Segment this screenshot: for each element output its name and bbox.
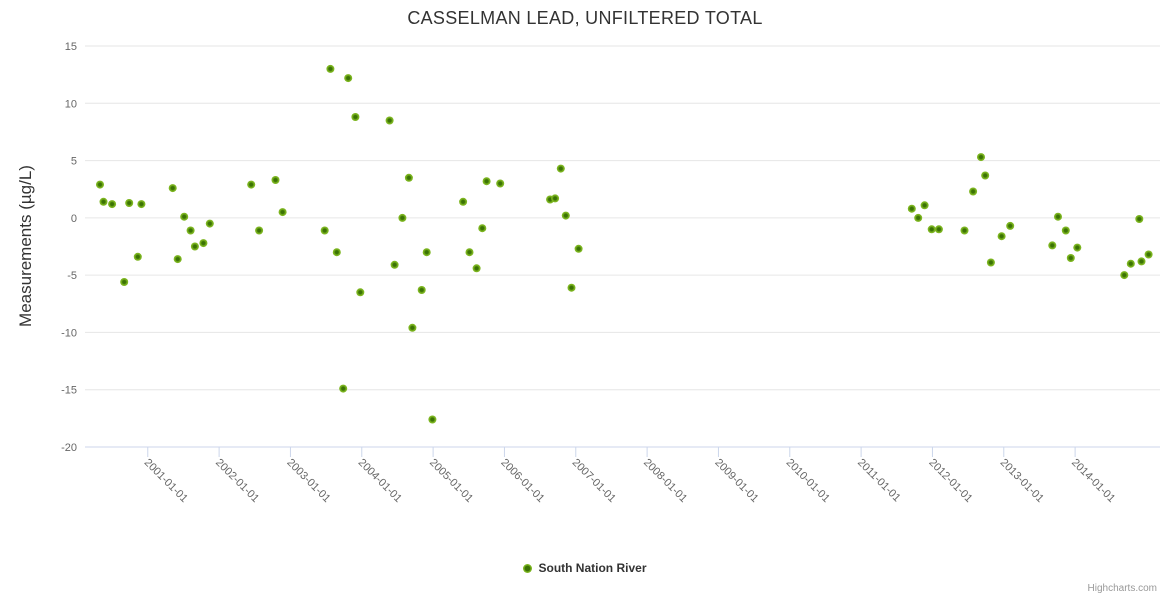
legend-item[interactable]: South Nation River [0, 561, 1170, 575]
data-point[interactable] [356, 288, 365, 297]
data-point[interactable] [173, 255, 182, 264]
data-point[interactable] [1048, 241, 1057, 250]
data-point[interactable] [465, 248, 474, 257]
x-axis-tick-label: 2011-01-01 [855, 457, 903, 505]
data-point[interactable] [567, 283, 576, 292]
x-axis-tick-label: 2002-01-01 [213, 457, 261, 505]
data-point[interactable] [1144, 250, 1153, 259]
x-axis-tick-label: 2005-01-01 [427, 457, 475, 505]
data-point[interactable] [997, 232, 1006, 241]
data-point[interactable] [417, 286, 426, 294]
data-point[interactable] [1126, 259, 1135, 268]
data-point[interactable] [981, 171, 990, 180]
data-point[interactable] [326, 64, 335, 73]
data-point[interactable] [339, 384, 348, 393]
data-point[interactable] [1137, 257, 1146, 266]
x-axis-tick-label: 2001-01-01 [142, 457, 190, 505]
data-point[interactable] [398, 213, 407, 222]
data-point[interactable] [907, 204, 916, 213]
data-point[interactable] [344, 74, 353, 83]
data-point[interactable] [278, 208, 287, 217]
data-point[interactable] [556, 164, 565, 173]
data-point[interactable] [332, 248, 341, 257]
y-axis-tick-label: -5 [67, 270, 77, 282]
data-point[interactable] [969, 187, 978, 196]
data-point[interactable] [271, 176, 280, 184]
chart-title: CASSELMAN LEAD, UNFILTERED TOTAL [407, 8, 763, 28]
data-point[interactable] [408, 323, 417, 332]
data-point[interactable] [404, 173, 413, 182]
data-point[interactable] [190, 242, 199, 251]
x-axis-tick-label: 2007-01-01 [570, 457, 618, 505]
y-axis-tick-label: -10 [61, 327, 77, 339]
data-point[interactable] [551, 194, 560, 203]
x-axis-tick-label: 2009-01-01 [712, 457, 760, 505]
data-point[interactable] [920, 201, 929, 210]
data-point[interactable] [1061, 226, 1070, 235]
data-point[interactable] [478, 224, 487, 233]
data-point[interactable] [561, 211, 570, 220]
data-point[interactable] [472, 264, 481, 273]
data-point[interactable] [385, 116, 394, 125]
data-point[interactable] [199, 239, 208, 248]
data-point[interactable] [247, 180, 256, 189]
data-point[interactable] [459, 197, 468, 206]
x-axis-tick-label: 2008-01-01 [641, 457, 689, 505]
data-point[interactable] [320, 226, 329, 235]
x-axis-tick-label: 2012-01-01 [926, 457, 974, 505]
data-point[interactable] [133, 252, 142, 261]
data-point[interactable] [351, 113, 360, 121]
data-point[interactable] [1006, 221, 1015, 230]
x-axis-tick-label: 2010-01-01 [784, 457, 832, 505]
data-point[interactable] [1054, 212, 1062, 221]
data-point[interactable] [125, 199, 134, 207]
x-axis-tick-label: 2013-01-01 [998, 457, 1046, 505]
data-point[interactable] [574, 244, 583, 253]
data-point[interactable] [205, 219, 214, 228]
y-axis-tick-label: 5 [71, 156, 77, 168]
data-point[interactable] [96, 180, 104, 189]
legend-label: South Nation River [538, 561, 647, 575]
y-axis-tick-label: -20 [61, 442, 77, 454]
x-axis-tick-label: 2004-01-01 [356, 457, 404, 505]
data-point[interactable] [108, 200, 117, 209]
x-axis-tick-label: 2014-01-01 [1069, 457, 1117, 505]
data-point[interactable] [482, 177, 491, 186]
data-point[interactable] [914, 213, 923, 222]
x-axis-tick-label: 2003-01-01 [284, 457, 332, 505]
data-point[interactable] [186, 226, 195, 235]
x-axis-tick-label: 2006-01-01 [498, 457, 546, 505]
highcharts-credit[interactable]: Highcharts.com [1087, 583, 1157, 594]
y-axis-tick-label: 0 [71, 213, 77, 225]
data-point[interactable] [960, 226, 969, 235]
data-point[interactable] [99, 197, 108, 206]
data-point[interactable] [496, 179, 505, 188]
data-point[interactable] [390, 260, 399, 269]
data-point[interactable] [977, 153, 985, 162]
data-point[interactable] [1135, 215, 1144, 223]
legend-marker-icon [523, 563, 533, 573]
data-point[interactable] [1120, 271, 1129, 280]
data-point[interactable] [120, 278, 129, 286]
y-axis-tick-label: 15 [65, 41, 77, 53]
data-point[interactable] [927, 225, 936, 234]
data-point[interactable] [137, 200, 146, 209]
data-point[interactable] [422, 248, 431, 257]
data-point[interactable] [255, 226, 264, 235]
data-point[interactable] [934, 225, 943, 234]
y-axis-tick-label: -15 [61, 385, 77, 397]
data-point[interactable] [1073, 243, 1082, 252]
data-point[interactable] [986, 258, 995, 267]
data-point[interactable] [428, 415, 437, 424]
y-axis-tick-label: 10 [65, 98, 77, 110]
data-point[interactable] [180, 212, 189, 221]
data-point[interactable] [168, 184, 177, 193]
data-point[interactable] [1066, 254, 1075, 262]
